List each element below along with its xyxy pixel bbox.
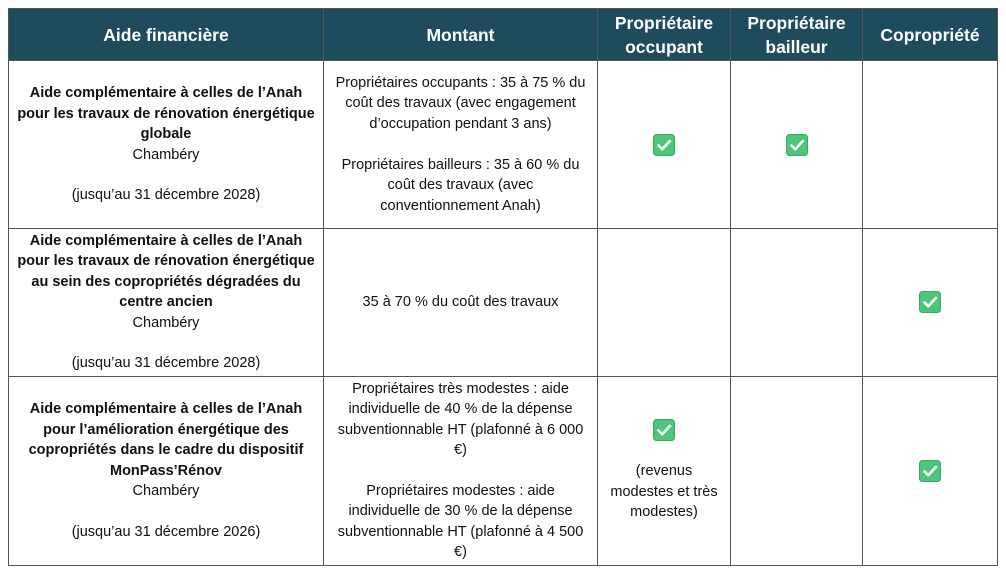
- aide-cell: Aide complémentaire à celles de l’Anah p…: [8, 60, 324, 229]
- aide-place: Chambéry: [132, 314, 200, 331]
- aide-title: Aide complémentaire à celles de l’Anah p…: [17, 85, 315, 143]
- table-row: Aide complémentaire à celles de l’Anah p…: [8, 375, 998, 566]
- aide-title: Aide complémentaire à celles de l’Anah p…: [28, 401, 304, 479]
- aid-table: Aide financière Montant Propriétaire occ…: [8, 8, 998, 566]
- aide-cell: Aide complémentaire à celles de l’Anah p…: [8, 375, 324, 566]
- montant-text: Propriétaires modestes : aide individuel…: [337, 483, 584, 561]
- empty-cell: [597, 228, 731, 377]
- montant-cell: Propriétaires très modestes : aide indiv…: [323, 375, 598, 566]
- montant-text: 35 à 70 % du coût des travaux: [362, 294, 559, 311]
- empty-cell: [730, 228, 863, 377]
- header-row: Aide financière Montant Propriétaire occ…: [8, 8, 998, 61]
- check-icon: [653, 419, 675, 441]
- montant-text: Propriétaires très modestes : aide indiv…: [337, 381, 584, 459]
- montant-text: Propriétaires occupants : 35 à 75 % du c…: [335, 75, 586, 132]
- table-header: Aide financière Montant Propriétaire occ…: [8, 8, 998, 61]
- check-cell: (revenus modestes et très modestes): [597, 375, 731, 566]
- header-cell: Montant: [323, 8, 598, 61]
- check-cell: [597, 60, 731, 229]
- check-cell: [862, 228, 998, 377]
- aide-date: (jusqu’au 31 décembre 2026): [71, 523, 261, 540]
- table-row: Aide complémentaire à celles de l’Anah p…: [8, 60, 998, 229]
- empty-cell: [730, 375, 863, 566]
- check-icon: [653, 134, 675, 156]
- header-cell: Copropriété: [862, 8, 998, 61]
- aide-cell: Aide complémentaire à celles de l’Anah p…: [8, 228, 324, 377]
- header-cell: Propriétaire bailleur: [730, 8, 863, 61]
- empty-cell: [862, 60, 998, 229]
- check-cell: [730, 60, 863, 229]
- occupant-note: (revenus modestes et très modestes): [610, 463, 718, 521]
- header-cell: Aide financière: [8, 8, 324, 61]
- montant-cell: Propriétaires occupants : 35 à 75 % du c…: [323, 60, 598, 229]
- montant-text: Propriétaires bailleurs : 35 à 60 % du c…: [341, 156, 580, 214]
- check-icon: [919, 460, 941, 482]
- table-body: Aide complémentaire à celles de l’Anah p…: [8, 60, 998, 566]
- aide-date: (jusqu’au 31 décembre 2028): [71, 187, 261, 204]
- check-icon: [919, 291, 941, 313]
- aide-place: Chambéry: [132, 146, 200, 163]
- table-row: Aide complémentaire à celles de l’Anah p…: [8, 228, 998, 377]
- aide-date: (jusqu’au 31 décembre 2028): [71, 355, 261, 372]
- aide-title: Aide complémentaire à celles de l’Anah p…: [17, 233, 315, 311]
- header-cell: Propriétaire occupant: [597, 8, 731, 61]
- check-icon: [786, 134, 808, 156]
- check-cell: [862, 375, 998, 566]
- aide-place: Chambéry: [132, 483, 200, 500]
- montant-cell: 35 à 70 % du coût des travaux: [323, 228, 598, 377]
